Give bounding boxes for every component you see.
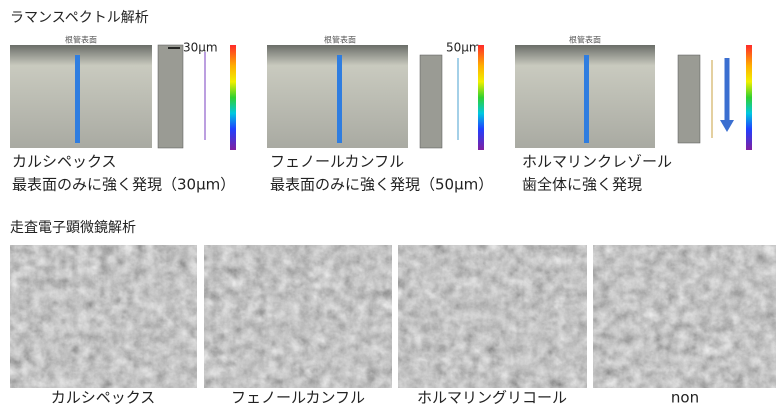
raman-panel: 根管表面 ホルマリンクレゾール 歯全体に強く発現 — [515, 35, 752, 194]
colorbar — [478, 45, 484, 150]
colorbar — [746, 45, 752, 150]
caption: 最表面のみに強く発現（30μm） — [12, 176, 235, 194]
sem-image — [204, 245, 392, 388]
scan-line — [75, 55, 80, 143]
sem-title: 走査電子顕微鏡解析 — [10, 220, 136, 236]
sem-panel: カルシペックス — [10, 245, 197, 405]
spectrum-strip — [158, 45, 183, 148]
caption: 最表面のみに強く発現（50μm） — [270, 176, 493, 194]
caption: カルシペックス — [12, 153, 117, 171]
scan-line — [337, 55, 342, 143]
spectrum-strip — [678, 55, 700, 143]
arrow-head — [720, 120, 734, 132]
sem-panel: ホルマリングリコール — [398, 245, 587, 405]
colorbar — [230, 45, 236, 150]
raman-title: ラマンスペクトル解析 — [10, 10, 149, 26]
scale-label: 50μm — [446, 41, 481, 55]
caption: ホルマリングリコール — [417, 389, 567, 406]
figure: ラマンスペクトル解析 根管表面 30μm カルシペックス 最表面のみに強く発現（… — [0, 0, 776, 405]
sem-image — [10, 245, 197, 388]
surface-label: 根管表面 — [324, 35, 356, 45]
micrograph — [10, 45, 152, 148]
caption: ホルマリンクレゾール — [522, 153, 672, 171]
surface-label: 根管表面 — [569, 35, 601, 45]
caption: フェノールカンフル — [231, 389, 365, 406]
caption: フェノールカンフル — [270, 153, 404, 171]
scan-line — [584, 55, 589, 143]
raman-panel: 根管表面 50μm フェノールカンフル 最表面のみに強く発現（50μm） — [267, 35, 493, 194]
spectrum-strip — [420, 55, 442, 148]
scale-label: 30μm — [183, 41, 218, 55]
caption: 歯全体に強く発現 — [522, 176, 642, 194]
surface-label: 根管表面 — [65, 35, 97, 45]
caption: カルシペックス — [51, 389, 156, 406]
sem-panel: non — [593, 245, 776, 405]
sem-image — [398, 245, 587, 388]
sem-image — [593, 245, 776, 388]
raman-panel: 根管表面 30μm カルシペックス 最表面のみに強く発現（30μm） — [10, 35, 236, 194]
caption: non — [671, 389, 699, 406]
sem-panel: フェノールカンフル — [204, 245, 392, 405]
